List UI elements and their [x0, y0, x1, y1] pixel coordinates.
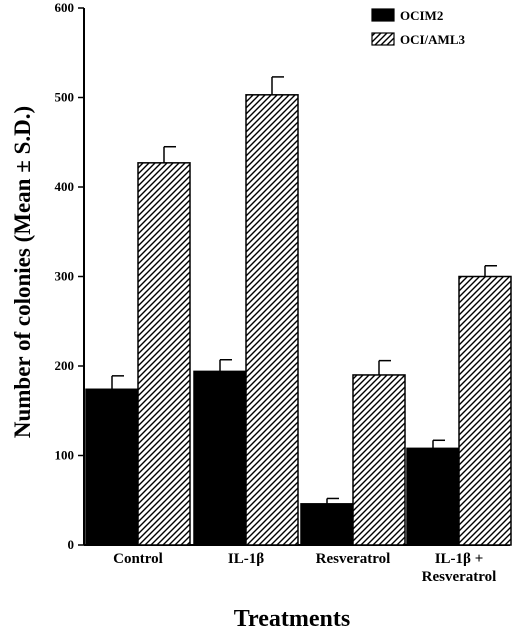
- bar-oci-aml3: [458, 275, 512, 546]
- y-tick-label: 0: [68, 537, 75, 552]
- x-category-label: Resveratrol: [422, 569, 497, 585]
- legend-swatch: [371, 32, 395, 46]
- bar-oci-aml3: [137, 162, 191, 546]
- legend: OCIM2 OCI/AML3: [371, 8, 466, 47]
- legend-swatch: [371, 8, 395, 22]
- bar-oci-aml3: [245, 94, 299, 546]
- bar-ocim2: [300, 503, 354, 546]
- y-tick-label: 400: [55, 179, 75, 194]
- x-axis-title: Treatments: [234, 606, 350, 631]
- bar-ocim2: [85, 388, 139, 546]
- y-tick-label: 200: [55, 358, 75, 373]
- x-category-label: IL-1β: [228, 551, 264, 567]
- legend-label: OCIM2: [400, 8, 443, 23]
- y-axis-title: Number of colonies (Mean ± S.D.): [10, 106, 35, 438]
- y-tick-label: 600: [55, 0, 75, 15]
- x-category-label: Control: [113, 551, 163, 567]
- legend-label: OCI/AML3: [400, 32, 466, 47]
- bar-oci-aml3: [352, 374, 406, 546]
- plot-area: 0 100 200 300 400 500 600 Control IL-1β Resveratr…: [55, 0, 512, 585]
- bar-ocim2: [193, 370, 247, 546]
- x-category-label: IL-1β +: [435, 551, 484, 567]
- bar-ocim2: [406, 447, 460, 546]
- y-tick-label: 300: [55, 269, 75, 284]
- y-tick-label: 100: [55, 448, 75, 463]
- y-tick-label: 500: [55, 90, 75, 105]
- x-category-label: Resveratrol: [316, 551, 391, 567]
